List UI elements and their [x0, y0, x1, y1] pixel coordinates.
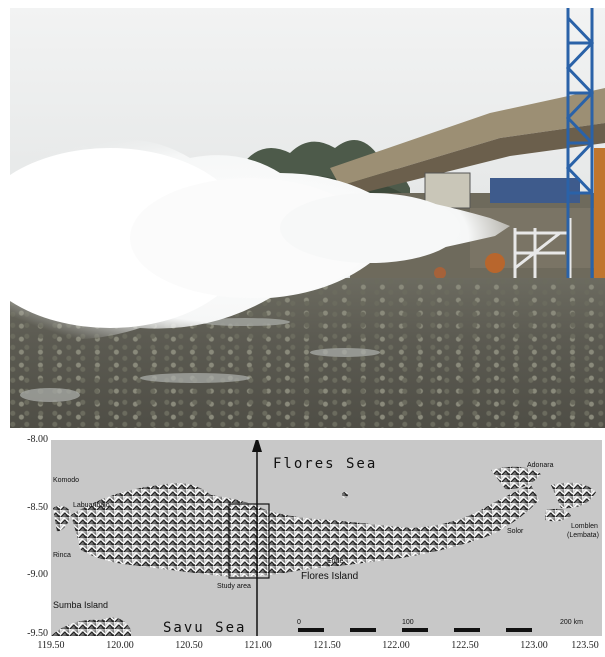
labuanbajo-label: Labuanbajo	[73, 502, 110, 509]
x-tick-label: 121.00	[244, 640, 272, 651]
island-relief	[51, 436, 596, 636]
drilling-tower	[565, 8, 605, 278]
lomblen-sub-label: (Lembata)	[567, 532, 599, 539]
x-tick-label: 123.00	[520, 640, 548, 651]
study-area-label: Study area	[217, 583, 251, 590]
ende-label: Ende	[327, 558, 344, 565]
komodo-label: Komodo	[53, 477, 80, 484]
geothermal-well-photo	[10, 8, 605, 428]
scale-bar	[298, 628, 573, 632]
drilling-site-shed	[330, 88, 605, 288]
sumba-island-label: Sumba Island	[53, 600, 109, 610]
flores-sea-label: Flores Sea	[273, 456, 378, 472]
lomblen-label: Lomblen	[571, 523, 598, 530]
y-tick-label: -9.00	[27, 569, 48, 580]
y-tick-label: -8.00	[27, 434, 48, 445]
scale-mid-label: 100	[402, 619, 414, 626]
x-tick-label: 121.50	[313, 640, 341, 651]
x-tick-label: 122.00	[382, 640, 410, 651]
steam-plume	[10, 135, 510, 340]
x-tick-label: 120.00	[106, 640, 134, 651]
x-tick-label: 123.50	[571, 640, 599, 651]
scale-end-label: 200 km	[560, 619, 583, 626]
flores-island-label: Flores Island	[301, 571, 359, 582]
solor-label: Solor	[507, 528, 524, 535]
savu-sea-label: Savu Sea	[163, 620, 247, 636]
y-tick-label: -8.50	[27, 502, 48, 513]
y-tick-label: -9.50	[27, 628, 48, 639]
rinca-label: Rinca	[53, 552, 71, 559]
x-tick-label: 119.50	[37, 640, 65, 651]
scale-start-label: 0	[297, 619, 301, 626]
map-relief-area: Flores Sea Savu Sea Flores Island Sumba …	[51, 436, 602, 636]
x-tick-label: 122.50	[451, 640, 479, 651]
x-tick-label: 120.50	[175, 640, 203, 651]
study-area-box	[228, 503, 270, 579]
flores-location-map: -8.00 -8.50 -9.00 -9.50	[0, 428, 605, 657]
adonara-label: Adonara	[527, 462, 554, 469]
